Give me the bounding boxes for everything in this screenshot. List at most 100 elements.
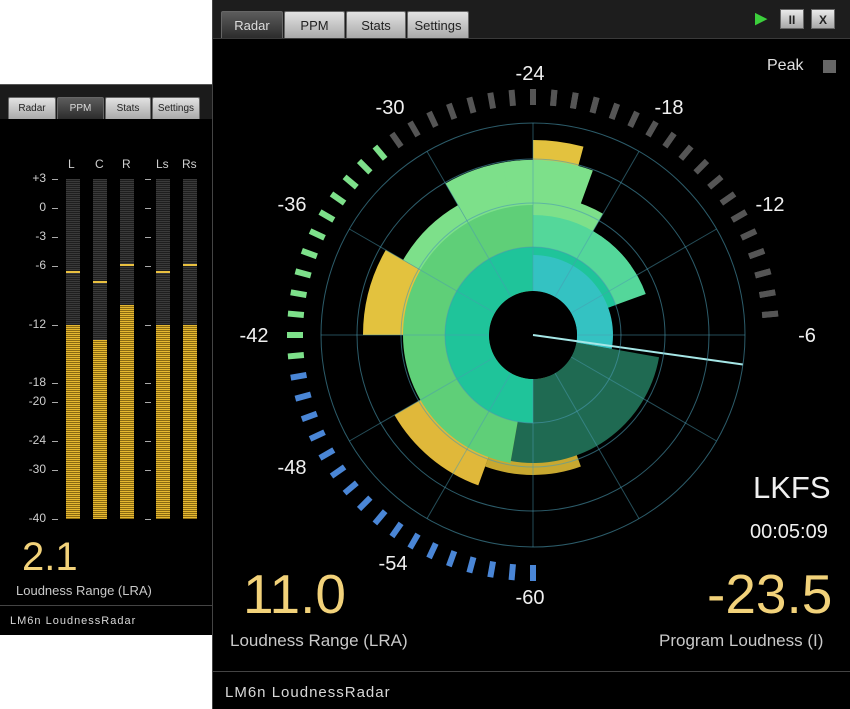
radar-tab-radar[interactable]: Radar <box>221 11 283 38</box>
led-segment <box>748 248 766 260</box>
scale-label: -20 <box>28 394 46 408</box>
scale-label: +3 <box>32 171 46 185</box>
led-segment <box>300 410 318 422</box>
radar-tab-stats[interactable]: Stats <box>346 11 406 38</box>
ppm-meter-c <box>93 179 107 519</box>
led-segment <box>508 89 516 107</box>
scale-tick <box>145 179 151 180</box>
radar-ring-label: -36 <box>278 194 307 216</box>
led-segment <box>329 191 347 206</box>
led-segment <box>426 110 439 128</box>
led-segment <box>290 371 308 381</box>
radar-grid-spoke <box>570 356 717 442</box>
ppm-peak-ls <box>156 270 170 273</box>
led-segment <box>294 391 312 402</box>
radar-ring-label: -12 <box>756 194 785 216</box>
scale-label: -12 <box>28 317 46 331</box>
scale-label: -6 <box>35 258 46 272</box>
led-segment <box>569 92 579 110</box>
ppm-fill-c <box>93 339 107 519</box>
channel-label-rs: Rs <box>182 157 197 171</box>
ppm-brand-prefix: LM6n <box>10 615 42 627</box>
radar-tab-bar: Radar PPM Stats Settings ▶ II X <box>213 0 850 39</box>
play-button[interactable]: ▶ <box>755 10 767 27</box>
led-segment <box>287 352 305 360</box>
led-segment <box>329 464 347 479</box>
ppm-tab-stats[interactable]: Stats <box>105 97 151 119</box>
radar-ring-label: -30 <box>376 97 405 119</box>
scale-tick <box>52 519 58 520</box>
ppm-peak-rs <box>183 264 197 267</box>
scale-tick <box>52 266 58 267</box>
ppm-tab-settings[interactable]: Settings <box>152 97 200 119</box>
scale-tick <box>145 325 151 326</box>
scale-tick <box>52 383 58 384</box>
program-loudness-label: Program Loudness (I) <box>659 631 824 650</box>
radar-sweep-history <box>363 140 744 486</box>
led-segment <box>740 228 758 241</box>
led-segment <box>407 120 421 138</box>
led-segment <box>318 447 336 461</box>
channel-label-c: C <box>95 157 104 171</box>
led-segment <box>645 120 659 138</box>
radar-grid <box>320 122 746 548</box>
scale-tick <box>52 208 58 209</box>
ppm-peak-r <box>120 264 134 267</box>
radar-grid-spoke <box>426 372 512 519</box>
led-segment <box>678 144 694 161</box>
led-segment <box>308 228 326 241</box>
scale-tick <box>52 325 58 326</box>
radar-ring-label: -24 <box>516 63 545 85</box>
radar-grid-spoke <box>570 228 717 314</box>
scale-tick <box>145 519 151 520</box>
led-segment <box>719 191 737 206</box>
led-segment <box>662 131 677 149</box>
radar-tab-settings[interactable]: Settings <box>407 11 469 38</box>
led-segment <box>294 268 312 279</box>
ppm-meter-ls <box>156 179 170 519</box>
led-segment <box>608 102 620 120</box>
close-button[interactable]: X <box>811 9 835 29</box>
scale-tick <box>52 237 58 238</box>
led-segment <box>342 174 359 190</box>
radar-brand: LM6n LoudnessRadar <box>225 684 391 701</box>
ppm-divider <box>0 605 212 606</box>
led-segment <box>446 102 458 120</box>
led-segment <box>372 144 388 161</box>
ppm-fill-r <box>120 305 134 519</box>
led-segment <box>342 480 359 496</box>
radar-tab-ppm[interactable]: PPM <box>284 11 345 38</box>
led-ring <box>287 89 779 581</box>
led-segment <box>318 209 336 223</box>
ppm-tab-ppm[interactable]: PPM <box>57 97 104 119</box>
scale-tick <box>52 470 58 471</box>
ppm-tab-radar[interactable]: Radar <box>8 97 56 119</box>
led-segment <box>550 89 558 107</box>
radar-band <box>533 255 613 349</box>
loudness-radar: -24 -18 -12 -6 -60 -54 -48 -42 -36 -30 <box>240 63 816 609</box>
led-segment <box>356 158 373 175</box>
led-segment <box>627 110 640 128</box>
led-segment <box>407 532 421 550</box>
led-segment <box>466 96 477 114</box>
scale-tick <box>52 441 58 442</box>
led-segment <box>730 209 748 223</box>
ppm-peak-l <box>66 270 80 273</box>
led-segment <box>290 289 308 299</box>
scale-label: -40 <box>28 511 46 525</box>
radar-grid-spoke <box>554 372 640 519</box>
ppm-meter-rs <box>183 179 197 519</box>
ppm-fill-l <box>66 325 80 519</box>
program-loudness-value: -23.5 <box>707 563 833 625</box>
ppm-fill-ls <box>156 325 170 519</box>
led-segment <box>356 495 373 512</box>
pause-button[interactable]: II <box>780 9 804 29</box>
lra-label: Loudness Range (LRA) <box>230 631 408 650</box>
ppm-meter-r <box>120 179 134 519</box>
ppm-lra-label: Loudness Range (LRA) <box>16 583 152 598</box>
led-segment <box>308 429 326 442</box>
radar-ring-label: -18 <box>655 97 684 119</box>
led-segment <box>300 248 318 260</box>
peak-indicator[interactable] <box>823 60 836 73</box>
ppm-fill-rs <box>183 325 197 519</box>
